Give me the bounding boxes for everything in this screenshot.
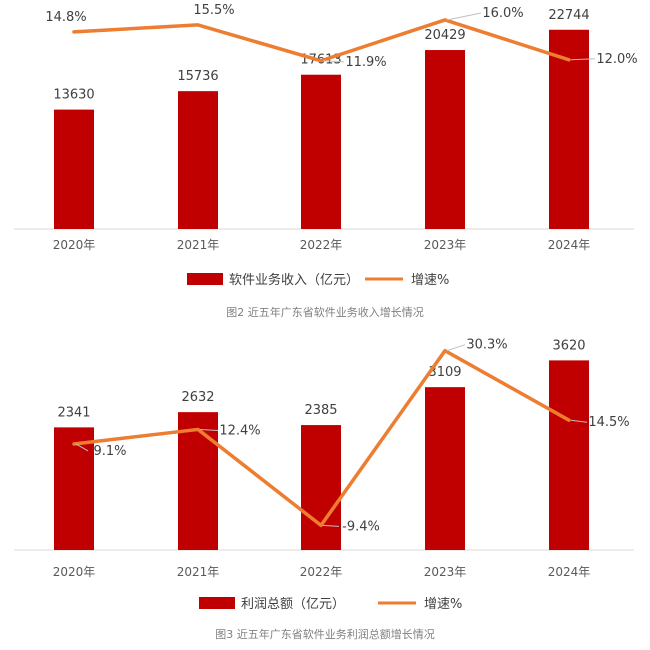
growth-line <box>72 348 571 528</box>
growth-label: 14.5% <box>588 415 629 430</box>
bar-value-label: 3109 <box>428 365 461 380</box>
bar-2022年 <box>301 74 341 230</box>
bar-2020年 <box>54 427 94 550</box>
growth-label: 30.3% <box>466 338 507 353</box>
legend-label-line: 增速% <box>424 597 462 612</box>
label-leader-line <box>75 443 89 452</box>
x-tick-label: 2021年 <box>177 238 220 252</box>
legend-label-bar: 利润总额（亿元） <box>241 597 345 612</box>
x-tick-label: 2024年 <box>548 238 591 252</box>
growth-line <box>72 18 571 63</box>
label-leader-line <box>446 344 466 352</box>
label-leader-line <box>570 419 588 423</box>
label-leader-line <box>446 12 482 21</box>
bar-2023年 <box>425 387 465 550</box>
bar-value-label: 13630 <box>53 88 94 103</box>
growth-label: -9.4% <box>342 519 380 534</box>
x-tick-label: 2023年 <box>424 565 467 579</box>
label-leader-line <box>322 524 340 527</box>
growth-label: 16.0% <box>482 6 523 21</box>
growth-label: 11.9% <box>345 55 386 70</box>
figure-caption: 图2 近五年广东省软件业务收入增长情况 <box>226 305 424 319</box>
bar-2022年 <box>301 425 341 550</box>
growth-label: 12.0% <box>596 52 637 67</box>
bar-2024年 <box>549 29 589 230</box>
x-tick-label: 2022年 <box>300 238 343 252</box>
legend-swatch-bar <box>199 597 235 609</box>
bar-2021年 <box>178 412 218 550</box>
bar-value-label: 2341 <box>57 405 90 420</box>
bar-2024年 <box>549 360 589 550</box>
bar-2020年 <box>54 109 94 229</box>
x-tick-label: 2024年 <box>548 565 591 579</box>
growth-label: 14.8% <box>45 10 86 25</box>
x-tick-label: 2022年 <box>300 565 343 579</box>
bar-value-label: 2385 <box>304 403 337 418</box>
x-tick-label: 2023年 <box>424 238 467 252</box>
bar-value-label: 20429 <box>424 28 465 43</box>
growth-label: 12.4% <box>219 423 260 438</box>
growth-label: 15.5% <box>193 3 234 18</box>
bar-value-label: 3620 <box>552 338 585 353</box>
bar-value-label: 15736 <box>177 69 218 84</box>
x-tick-label: 2020年 <box>53 238 96 252</box>
x-tick-label: 2020年 <box>53 565 96 579</box>
legend-swatch-bar <box>187 273 223 285</box>
label-leader-line <box>199 428 219 431</box>
bar-value-label: 22744 <box>548 8 589 23</box>
legend-label-bar: 软件业务收入（亿元） <box>229 272 359 288</box>
bar-2021年 <box>178 91 218 229</box>
x-tick-label: 2021年 <box>177 565 220 579</box>
label-leader-line <box>322 60 345 63</box>
legend-label-line: 增速% <box>411 273 449 288</box>
bar-2023年 <box>425 50 465 229</box>
chart-2: 2341 2632 2385 3109 3620 2020年 2021年 2022年 2023年… <box>14 338 634 641</box>
label-leader-line <box>570 58 596 61</box>
bar-value-label: 2632 <box>181 390 214 405</box>
figure-caption: 图3 近五年广东省软件业务利润总额增长情况 <box>215 627 435 641</box>
growth-label: 9.1% <box>93 444 126 459</box>
